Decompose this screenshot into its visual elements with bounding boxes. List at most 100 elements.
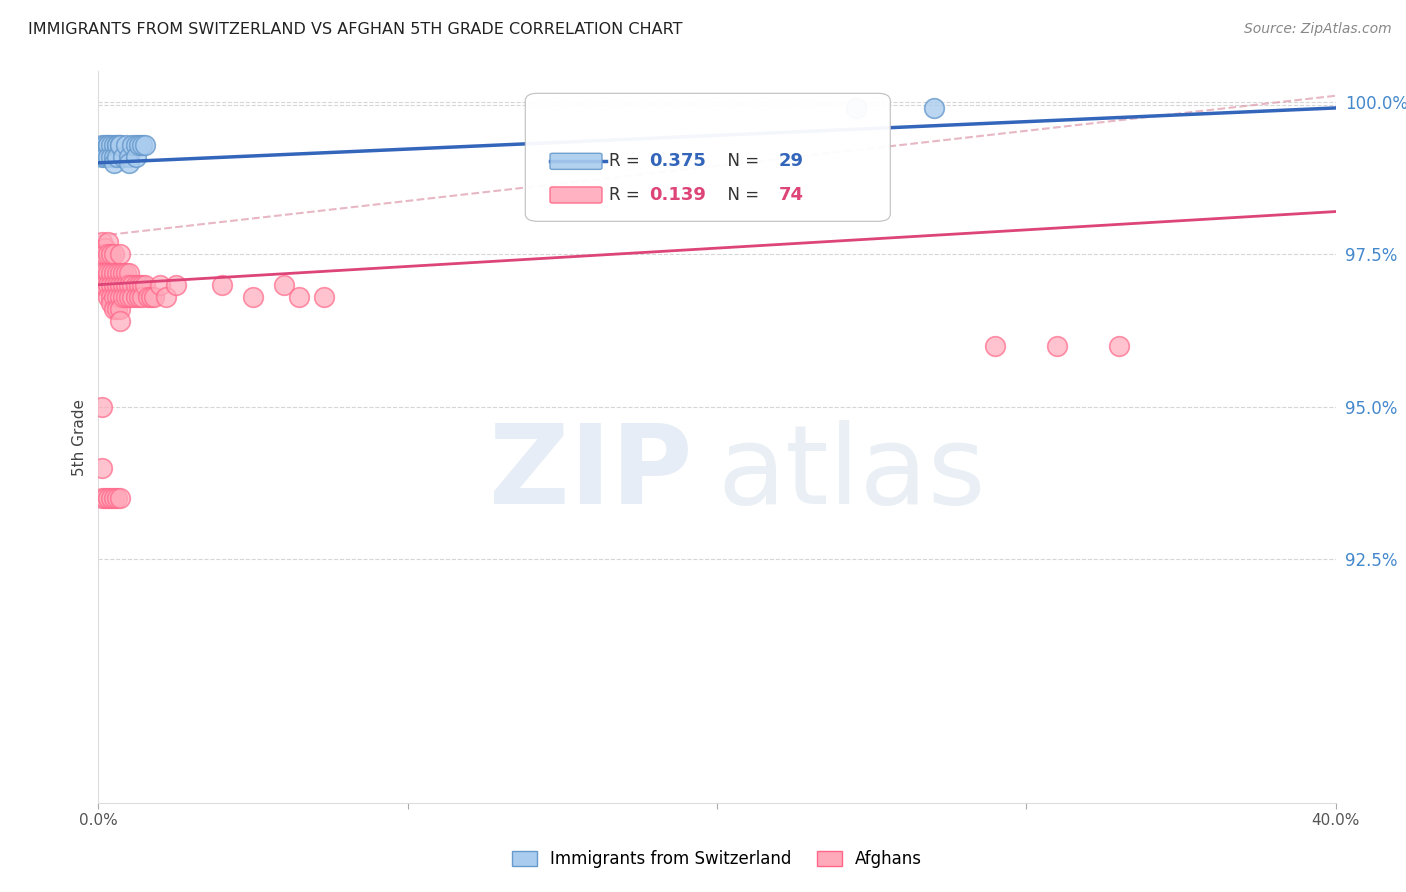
Point xyxy=(108,137,131,152)
Point xyxy=(115,265,138,279)
Point xyxy=(90,400,112,414)
Point xyxy=(128,137,150,152)
Text: atlas: atlas xyxy=(717,420,986,527)
Point xyxy=(93,265,115,279)
Point xyxy=(124,137,146,152)
Text: IMMIGRANTS FROM SWITZERLAND VS AFGHAN 5TH GRADE CORRELATION CHART: IMMIGRANTS FROM SWITZERLAND VS AFGHAN 5T… xyxy=(28,22,683,37)
Point xyxy=(93,247,115,261)
Point xyxy=(97,491,120,505)
Point xyxy=(845,101,868,115)
Point xyxy=(100,277,122,292)
Point xyxy=(128,277,150,292)
Point xyxy=(165,277,187,292)
Point xyxy=(108,247,131,261)
Text: N =: N = xyxy=(717,153,765,170)
Text: 0.139: 0.139 xyxy=(650,186,706,204)
Point xyxy=(922,101,945,115)
Point xyxy=(108,491,131,505)
Point xyxy=(108,277,131,292)
Point xyxy=(124,277,146,292)
Point xyxy=(1108,338,1130,352)
Point xyxy=(108,290,131,304)
Legend: Immigrants from Switzerland, Afghans: Immigrants from Switzerland, Afghans xyxy=(505,844,929,875)
Point xyxy=(105,137,128,152)
Point xyxy=(100,491,122,505)
Point xyxy=(100,265,122,279)
Point xyxy=(131,137,153,152)
Y-axis label: 5th Grade: 5th Grade xyxy=(72,399,87,475)
Point xyxy=(97,265,120,279)
Point xyxy=(112,265,135,279)
Point xyxy=(90,137,112,152)
Point xyxy=(100,290,122,304)
Point xyxy=(97,290,120,304)
Point xyxy=(105,491,128,505)
FancyBboxPatch shape xyxy=(550,187,602,203)
Text: R =: R = xyxy=(609,186,645,204)
Point xyxy=(103,137,125,152)
Point xyxy=(90,265,112,279)
Point xyxy=(97,150,120,164)
Point xyxy=(131,277,153,292)
Point xyxy=(105,150,128,164)
Point xyxy=(149,277,172,292)
Point xyxy=(112,290,135,304)
Point xyxy=(108,301,131,316)
Point xyxy=(105,277,128,292)
Point xyxy=(105,265,128,279)
Point xyxy=(211,277,233,292)
Point xyxy=(134,277,156,292)
Point xyxy=(242,290,264,304)
Point xyxy=(143,290,166,304)
Point xyxy=(97,137,120,152)
Point xyxy=(90,235,112,249)
Point xyxy=(118,290,141,304)
Point xyxy=(115,277,138,292)
Point xyxy=(90,460,112,475)
Text: R =: R = xyxy=(609,153,645,170)
Point xyxy=(105,290,128,304)
Point xyxy=(90,247,112,261)
Point xyxy=(97,247,120,261)
Text: ZIP: ZIP xyxy=(489,420,692,527)
Point xyxy=(100,150,122,164)
Point xyxy=(112,277,135,292)
Point xyxy=(121,137,143,152)
Point xyxy=(136,290,159,304)
Point xyxy=(314,290,336,304)
Point xyxy=(100,247,122,261)
Point xyxy=(103,265,125,279)
Point xyxy=(97,137,120,152)
Point xyxy=(103,155,125,169)
Point xyxy=(121,290,143,304)
Point xyxy=(97,277,120,292)
Text: Source: ZipAtlas.com: Source: ZipAtlas.com xyxy=(1244,22,1392,37)
Point xyxy=(273,277,295,292)
Point xyxy=(124,290,146,304)
Point xyxy=(103,491,125,505)
Point xyxy=(97,235,120,249)
Point xyxy=(103,301,125,316)
Point xyxy=(131,290,153,304)
Point xyxy=(100,137,122,152)
Point xyxy=(118,155,141,169)
FancyBboxPatch shape xyxy=(526,94,890,221)
Point xyxy=(90,491,112,505)
Text: N =: N = xyxy=(717,186,765,204)
Point xyxy=(105,137,128,152)
Point xyxy=(103,150,125,164)
Point xyxy=(115,137,138,152)
Point xyxy=(93,137,115,152)
FancyBboxPatch shape xyxy=(550,153,602,169)
Point xyxy=(90,150,112,164)
Point xyxy=(93,491,115,505)
Point xyxy=(124,150,146,164)
Point xyxy=(103,277,125,292)
Point xyxy=(105,301,128,316)
Point xyxy=(93,150,115,164)
Point xyxy=(115,290,138,304)
Point xyxy=(93,241,115,255)
Text: 29: 29 xyxy=(779,153,804,170)
Point xyxy=(108,314,131,328)
Point xyxy=(90,277,112,292)
